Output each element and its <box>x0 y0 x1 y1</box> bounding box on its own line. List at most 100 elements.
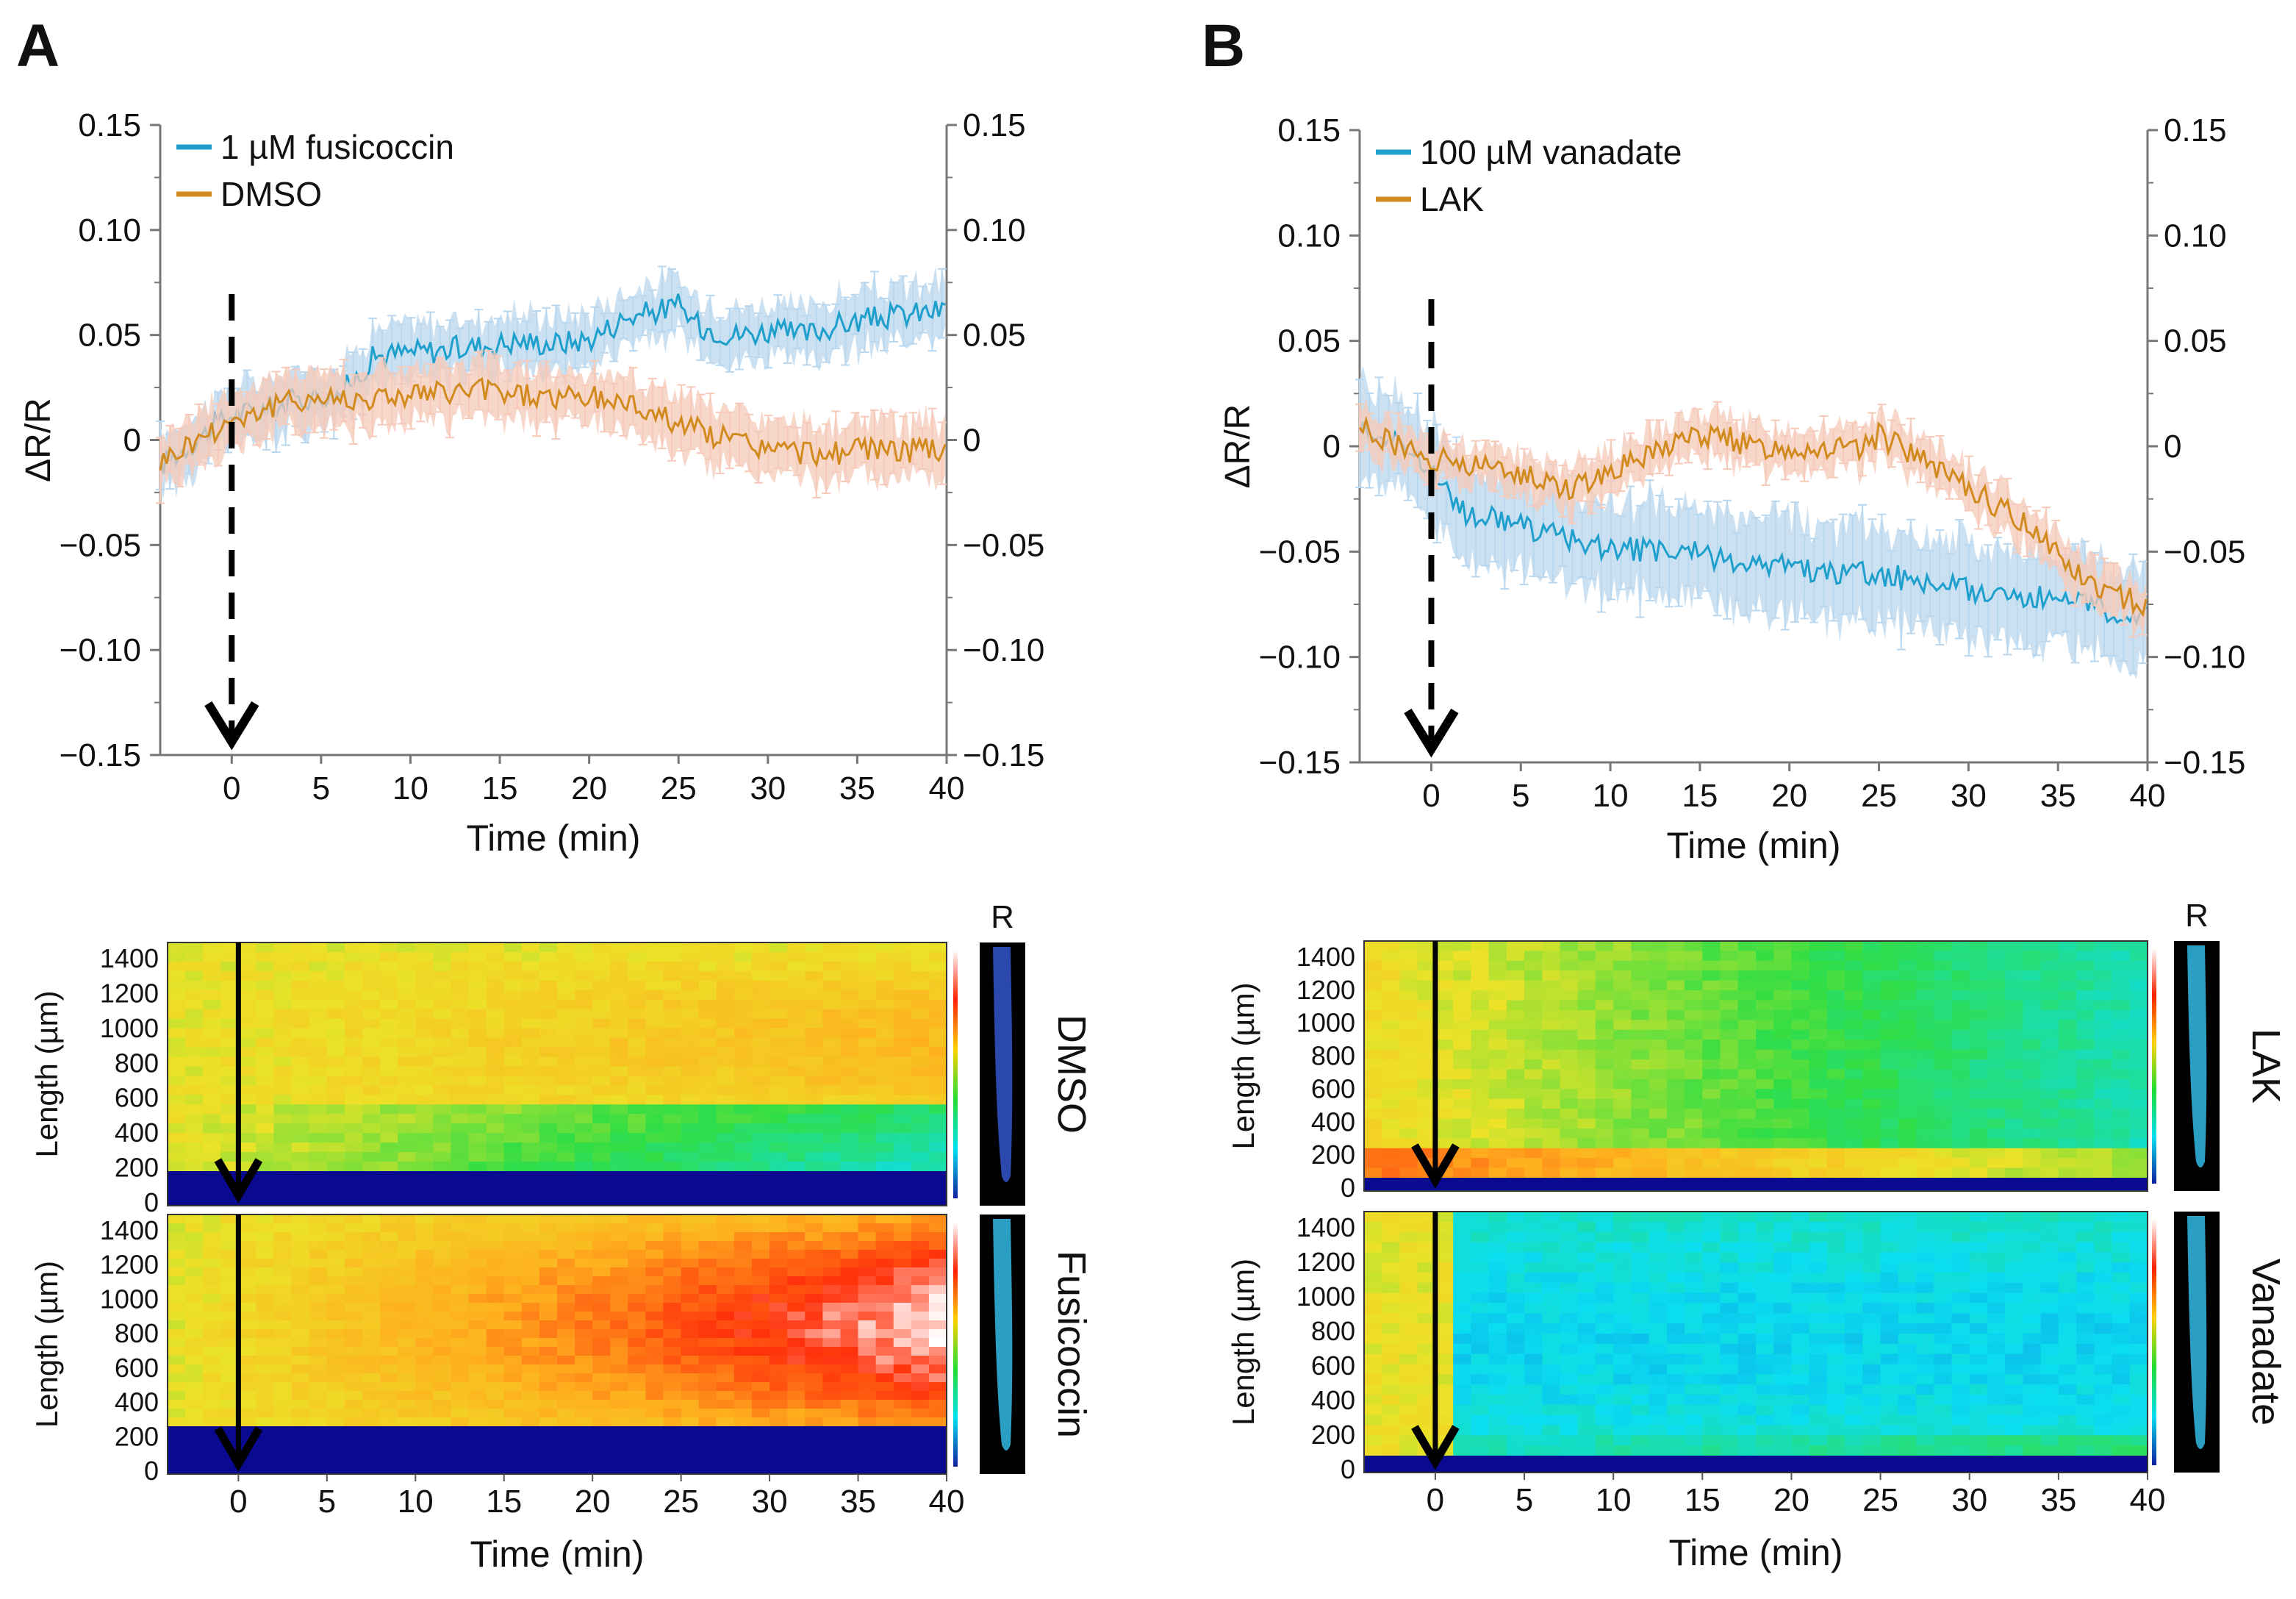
kymo-y-axis-label: Length (µm) <box>29 1261 64 1428</box>
kymo-x-tick-label: 30 <box>752 1484 788 1520</box>
kymo-y-tick-label: 0 <box>144 1187 159 1217</box>
kymo-x-tick-label: 15 <box>486 1484 522 1520</box>
kymo-y-tick-label: 1400 <box>1296 942 1355 972</box>
x-tick-label: 35 <box>839 770 875 806</box>
legend-label-1: DMSO <box>220 175 322 213</box>
kymo-y-tick-label: 1400 <box>100 943 159 973</box>
y-tick-label-left: −0.10 <box>1259 640 1341 676</box>
x-tick-label: 5 <box>312 770 330 806</box>
kymo-y-tick-label: 600 <box>115 1353 159 1383</box>
kymo-y-tick-label: 1000 <box>100 1013 159 1043</box>
x-tick-label: 40 <box>929 770 965 806</box>
root-image <box>993 1219 1013 1450</box>
kymo-y-tick-label: 800 <box>115 1048 159 1078</box>
kymo-row-label: LAK <box>2244 1029 2288 1103</box>
panel-letter: B <box>1202 12 1245 79</box>
kymo-arrow-head <box>214 1158 263 1203</box>
y-tick-label-left: −0.05 <box>1259 534 1341 570</box>
kymo-y-tick-label: 200 <box>115 1421 159 1451</box>
x-tick-label: 10 <box>392 770 428 806</box>
x-tick-label: 25 <box>661 770 697 806</box>
x-tick-label: 15 <box>482 770 518 806</box>
colorbar <box>953 950 958 1198</box>
y-tick-label-right: −0.05 <box>2164 534 2245 570</box>
kymo-y-tick-label: 600 <box>1311 1073 1355 1103</box>
legend-label-1: LAK <box>1420 180 1484 218</box>
kymo-x-axis-label: Time (min) <box>470 1534 644 1575</box>
y-tick-label-left: 0.10 <box>1277 218 1341 254</box>
kymo-y-tick-label: 800 <box>1311 1041 1355 1071</box>
y-tick-label-left: −0.10 <box>60 632 141 668</box>
kymograph-fusicoccin: 1400 1200 1000 800 600 400 200 0 Length (µm) Fusi… <box>29 1214 1094 1486</box>
kymo-root-band <box>168 1171 947 1206</box>
kymo-y-tick-label: 0 <box>1341 1173 1355 1203</box>
treatment-arrow-head <box>1404 708 1459 758</box>
kymo-frame <box>167 942 947 1206</box>
y-tick-label-left: 0.15 <box>78 107 141 143</box>
y-tick-label-right: 0 <box>963 423 980 459</box>
legend-label-0: 1 µM fusicoccin <box>220 128 454 166</box>
y-tick-label-right: −0.15 <box>963 737 1044 773</box>
y-axis-label: ΔR/R <box>1219 404 1258 489</box>
x-tick-label: 35 <box>2040 778 2076 814</box>
kymo-y-axis-label: Length (µm) <box>1226 982 1260 1149</box>
y-tick-label-left: 0.05 <box>78 318 141 354</box>
kymo-y-tick-label: 800 <box>115 1318 159 1348</box>
y-tick-label-left: 0 <box>1323 429 1341 465</box>
y-tick-label-left: −0.15 <box>1259 745 1341 781</box>
panel-b: B 0.15 0.15 0.10 0.10 0.05 0.05 0 0 −0.05 −0.05 −0.… <box>1202 12 2288 1573</box>
y-tick-label-right: 0.05 <box>963 318 1026 354</box>
y-tick-label-left: 0.15 <box>1277 112 1341 149</box>
kymo-y-tick-label: 400 <box>115 1117 159 1148</box>
root-image <box>993 947 1013 1182</box>
kymo-y-tick-label: 200 <box>115 1153 159 1183</box>
legend-label-0: 100 µM vanadate <box>1420 133 1682 171</box>
x-tick-label: 0 <box>1422 778 1440 814</box>
kymo-x-tick-label: 25 <box>663 1484 699 1520</box>
y-tick-label-left: 0 <box>123 423 141 459</box>
kymo-x-tick-label: 0 <box>229 1484 247 1520</box>
kymo-noise <box>168 1215 947 1426</box>
kymo-root-band <box>168 1426 947 1474</box>
kymo-y-tick-label: 1400 <box>100 1215 159 1245</box>
kymo-y-tick-label: 600 <box>115 1083 159 1113</box>
kymo-y-tick-label: 400 <box>115 1387 159 1417</box>
y-axis-label: ΔR/R <box>19 398 58 482</box>
y-tick-label-right: −0.10 <box>2164 640 2245 676</box>
kymo-row-label: Fusicoccin <box>1050 1251 1094 1438</box>
kymo-y-tick-label: 0 <box>144 1456 159 1486</box>
kymo-row-label: DMSO <box>1050 1015 1094 1134</box>
panel-letter: A <box>16 12 60 79</box>
kymo-arrow-head <box>214 1426 263 1472</box>
kymo-y-axis-label: Length (µm) <box>29 990 64 1157</box>
colorbar <box>953 1222 958 1467</box>
x-tick-label: 10 <box>1593 778 1629 814</box>
y-tick-label-left: −0.15 <box>60 737 141 773</box>
x-tick-label: 20 <box>1771 778 1807 814</box>
r-label: R <box>991 899 1014 935</box>
y-tick-label-right: −0.15 <box>2164 745 2245 781</box>
kymo-frame <box>1363 940 2148 1192</box>
panel-a: A 0.15 0.15 0.10 0.10 0.05 0.05 0 0 −0.05 −0.05 −0.… <box>16 12 1094 1575</box>
kymo-arrow-head <box>1411 1143 1460 1189</box>
kymo-y-tick-label: 1200 <box>100 1250 159 1280</box>
x-axis-label: Time (min) <box>1666 825 1840 866</box>
x-tick-label: 5 <box>1512 778 1529 814</box>
kymo-x-tick-label: 40 <box>929 1484 965 1520</box>
kymo-root-band <box>1364 1178 2148 1191</box>
treatment-arrow-head <box>204 701 259 751</box>
y-tick-label-right: −0.05 <box>963 527 1044 563</box>
kymo-y-tick-label: 200 <box>1311 1140 1355 1170</box>
error-band-1 <box>1360 398 2147 637</box>
y-tick-label-left: 0.05 <box>1277 323 1341 359</box>
series-line-1 <box>1358 415 2148 618</box>
x-tick-label: 40 <box>2130 778 2166 814</box>
colorbar <box>2152 948 2156 1184</box>
y-tick-label-left: −0.05 <box>60 527 141 563</box>
root-image <box>2187 945 2207 1167</box>
x-tick-label: 15 <box>1682 778 1718 814</box>
kymo-x-tick-label: 5 <box>318 1484 336 1520</box>
